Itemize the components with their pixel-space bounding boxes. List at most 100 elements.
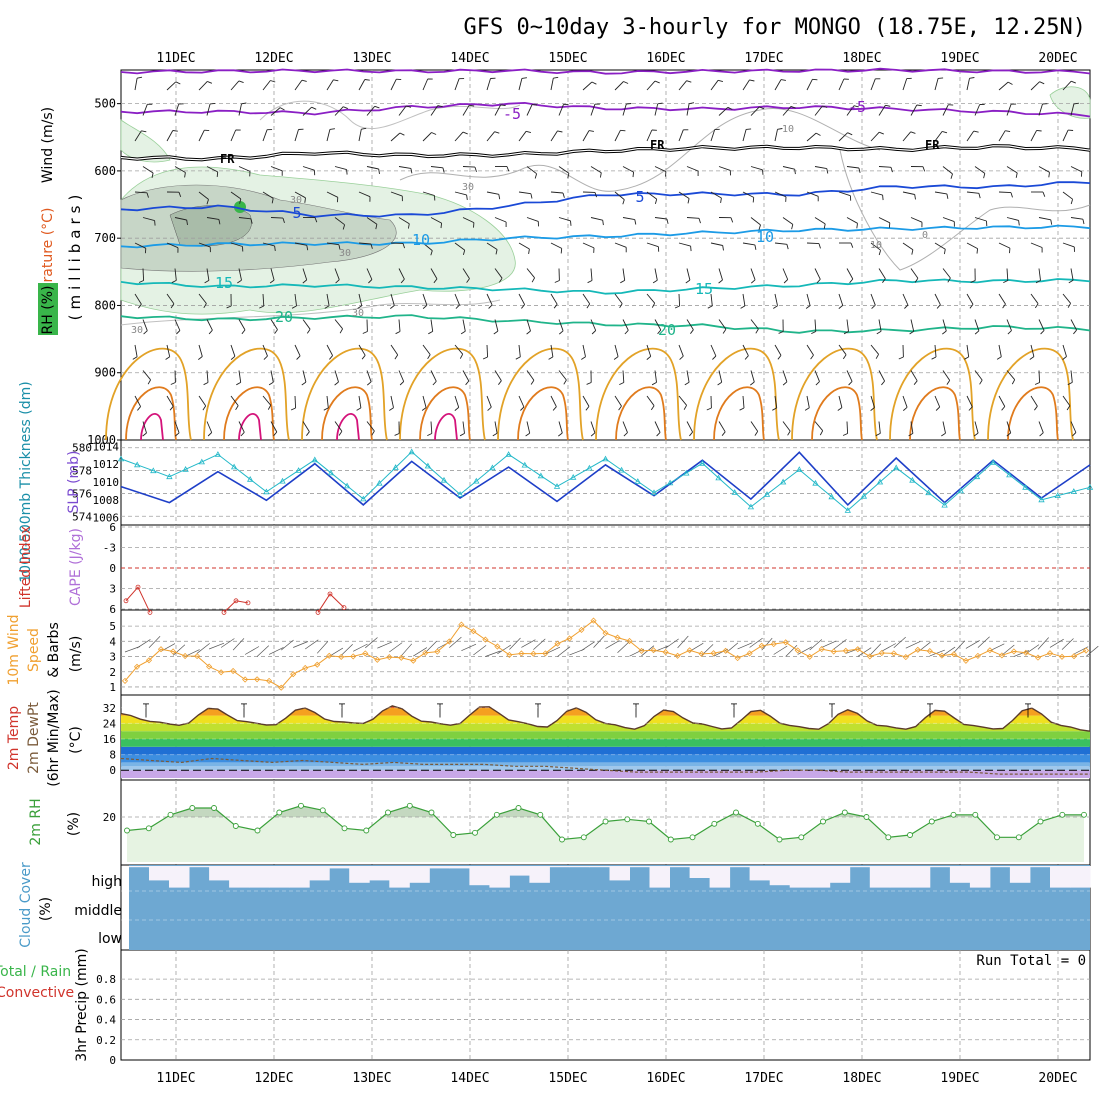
- wind10-barb: [665, 638, 679, 649]
- wind-barb-flag: [908, 433, 914, 437]
- wind-barb: [674, 293, 681, 309]
- wind-barb-flag: [406, 105, 412, 108]
- wind-barb-staff: [934, 78, 939, 91]
- y-tick-mb: 800: [94, 298, 116, 312]
- contour-label-temp: 10: [756, 228, 774, 246]
- wind-barb-staff: [846, 370, 853, 382]
- wind-barb: [586, 370, 592, 385]
- rh2m-point: [972, 811, 979, 818]
- wind-speed-marker: [842, 647, 849, 654]
- wind-barb: [454, 344, 464, 359]
- slp-marker: [909, 476, 916, 483]
- dewpt-line: [120, 757, 1090, 775]
- wind-barb-staff: [166, 130, 174, 142]
- wind-barb: [614, 395, 622, 411]
- wind-barb-flag: [587, 280, 593, 284]
- contour-label-rh: 10: [782, 124, 794, 135]
- wind-barb-staff: [390, 79, 397, 91]
- wind10-barb: [749, 637, 763, 648]
- cloud-high-gap: [389, 866, 410, 888]
- wind-barb-staff: [230, 80, 240, 91]
- wind-barb-staff: [806, 242, 820, 245]
- rh2m-point: [428, 809, 435, 816]
- wind-barb-staff: [622, 319, 629, 331]
- wind-speed-marker: [782, 639, 789, 646]
- wind-barb-flag: [374, 105, 380, 109]
- wind-barb: [206, 319, 213, 335]
- wind-barb: [132, 344, 138, 360]
- rh2m-point: [667, 836, 674, 843]
- wind-barb-flag: [263, 355, 268, 360]
- wind-barb: [1029, 344, 1035, 360]
- wind10-barb: [557, 646, 571, 657]
- wind-barb-staff: [558, 370, 567, 381]
- wind-speed-marker: [1034, 654, 1042, 661]
- wind-barb: [230, 344, 236, 360]
- wind-barb-flag: [754, 244, 757, 250]
- wind-barb: [238, 102, 247, 116]
- wind10-barb: [340, 644, 353, 656]
- slp-marker: [570, 473, 577, 480]
- thickness-tick: 578: [72, 465, 92, 478]
- wind-barb: [942, 319, 947, 335]
- wind-barb: [138, 268, 145, 283]
- wind-barb-staff: [1006, 370, 1016, 380]
- wind-barb-flag: [269, 279, 275, 284]
- wind-barb: [460, 319, 466, 335]
- wind-barb: [590, 103, 600, 116]
- wind-barb-staff: [134, 395, 141, 407]
- isotherm-25-loop: [889, 347, 976, 441]
- wind-barb-flag: [469, 104, 475, 107]
- temp2m-l2: 2m DewPt: [26, 702, 42, 774]
- wind-barb-staff: [334, 268, 340, 280]
- wind-barb: [166, 293, 175, 309]
- wind-barb-staff: [134, 191, 148, 194]
- temp2m-unit: (°C): [68, 726, 84, 754]
- wind-barb-staff: [646, 293, 656, 304]
- wind-barb: [334, 217, 346, 230]
- temp-band: [121, 770, 1090, 778]
- rh2m-point: [559, 836, 565, 843]
- rh2m-point: [211, 805, 217, 811]
- thickness-tick: 576: [72, 487, 92, 500]
- wind-barb: [462, 104, 475, 116]
- wind-barb: [814, 217, 826, 229]
- wind-barb-flag: [186, 219, 188, 225]
- wind-barb-staff: [870, 78, 876, 91]
- wind-barb-staff: [198, 344, 203, 357]
- wind-barb-flag: [301, 79, 307, 82]
- wind-barb-flag: [968, 406, 973, 411]
- wind10-barb: [184, 649, 200, 657]
- wind-barb-staff: [230, 344, 236, 357]
- wind-barb-staff: [782, 106, 792, 116]
- wind-barb: [1067, 370, 1073, 386]
- wind-barb: [171, 268, 177, 284]
- wind-barb-flag: [878, 250, 882, 256]
- wind-barb-flag: [291, 305, 297, 309]
- wind-barb-staff: [742, 129, 747, 142]
- wind-barb-staff: [294, 242, 307, 246]
- wind10-barb: [497, 644, 511, 655]
- wind-barb-flag: [279, 107, 285, 111]
- wind-barb-flag: [749, 79, 755, 82]
- wind-barb-flag: [329, 355, 333, 360]
- contour-label-temp: 20: [275, 308, 293, 326]
- wind-barb-flag: [530, 193, 533, 199]
- rh2m-point: [254, 827, 261, 834]
- wind-barb: [1062, 242, 1075, 252]
- wind-barb: [710, 344, 717, 360]
- li-point: [135, 584, 141, 590]
- slp-marker: [1086, 483, 1094, 490]
- wind10-barb: [809, 639, 823, 651]
- wind-barb-staff: [1070, 166, 1082, 173]
- wind-barb: [366, 217, 378, 230]
- rh2m-point: [298, 802, 304, 809]
- rh2m-point: [1059, 811, 1066, 818]
- panel-frame: [120, 949, 1091, 1061]
- wind-barb-flag: [271, 198, 274, 204]
- wind-barb-staff: [422, 191, 435, 196]
- wind-speed-marker: [890, 650, 897, 657]
- temp-line: [120, 705, 1091, 732]
- wind-barb-flag: [203, 303, 207, 309]
